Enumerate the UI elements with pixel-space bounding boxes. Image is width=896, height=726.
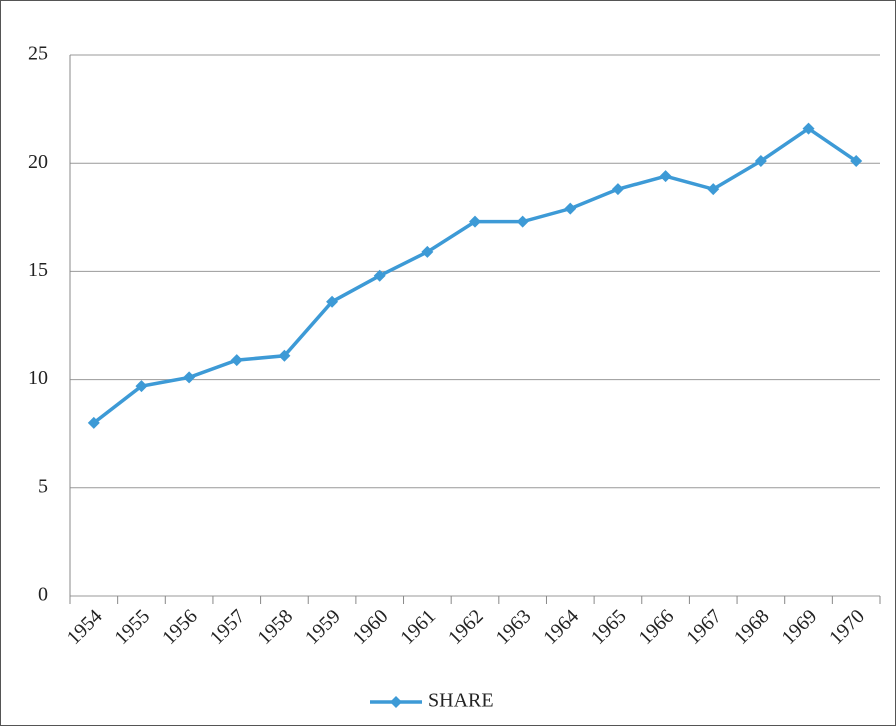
point-marker bbox=[278, 349, 291, 362]
y-tick-label: 15 bbox=[28, 259, 48, 281]
y-tick-label: 20 bbox=[28, 151, 48, 173]
point-marker bbox=[611, 183, 624, 196]
y-tick-label: 25 bbox=[28, 43, 48, 65]
point-marker bbox=[754, 155, 767, 168]
point-marker bbox=[659, 170, 672, 183]
point-marker bbox=[183, 371, 196, 384]
point-marker bbox=[135, 380, 148, 393]
point-marker bbox=[87, 416, 100, 429]
point-marker bbox=[850, 155, 863, 168]
point-marker bbox=[421, 245, 434, 258]
y-tick-label: 10 bbox=[28, 367, 48, 389]
point-marker bbox=[373, 269, 386, 282]
point-marker bbox=[516, 215, 529, 228]
legend-label: SHARE bbox=[428, 690, 494, 712]
point-marker bbox=[230, 354, 243, 367]
point-marker bbox=[326, 295, 339, 308]
point-marker bbox=[707, 183, 720, 196]
point-marker bbox=[564, 202, 577, 215]
point-marker bbox=[802, 122, 815, 135]
legend-marker bbox=[390, 696, 402, 708]
y-tick-label: 5 bbox=[38, 475, 48, 497]
y-tick-label: 0 bbox=[38, 584, 48, 606]
point-marker bbox=[469, 215, 481, 228]
